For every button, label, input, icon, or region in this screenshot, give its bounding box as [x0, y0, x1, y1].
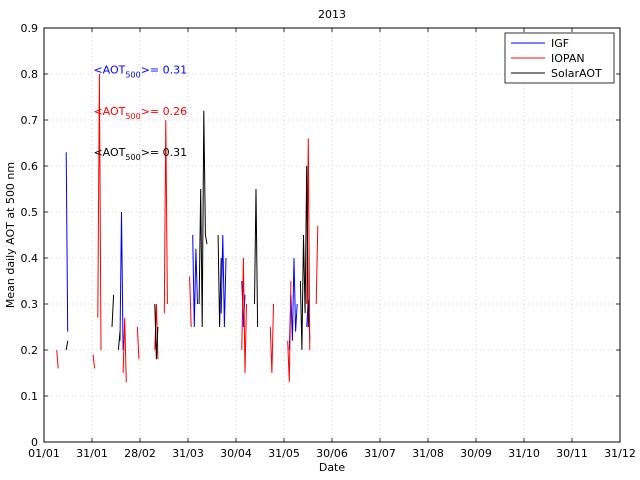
plot-area	[43, 27, 621, 443]
y-tick-label: 0.5	[21, 206, 39, 219]
series-line-segment	[192, 234, 198, 328]
x-tick-label: 31/08	[412, 447, 444, 460]
mean-annotations: <AOT500>= 0.31 <AOT500>= 0.26 <AOT500>= 0.…	[93, 63, 187, 162]
y-tick-label: 0.4	[21, 252, 39, 265]
y-tick-label: 0	[31, 436, 38, 449]
x-tick-label: 30/04	[220, 447, 252, 460]
axis-ticks: 01/01 31/01 28/02 31/03 30/04 31/05 30/06 31/07…	[21, 22, 636, 460]
x-tick-label: 30/09	[460, 447, 492, 460]
x-tick-label: 31/01	[76, 447, 108, 460]
series-line-segment	[220, 234, 227, 328]
chart-title: 2013	[318, 8, 346, 21]
series-line-segment	[117, 331, 121, 351]
y-tick-label: 0.1	[21, 390, 39, 403]
annotation-text: <AOT500>= 0.26	[93, 105, 187, 121]
series-line-segment	[287, 280, 292, 383]
series-line-segment	[65, 340, 69, 351]
series-line-segment	[92, 354, 96, 369]
annotation-text: <AOT500>= 0.31	[93, 146, 187, 162]
legend-label: SolarAOT	[551, 67, 602, 80]
legend-label: IOPAN	[551, 52, 585, 65]
x-tick-label: 30/11	[556, 447, 588, 460]
y-tick-label: 0.6	[21, 160, 39, 173]
grid-lines	[44, 28, 620, 442]
series-line-segment	[56, 349, 59, 369]
series-line-segment	[163, 119, 168, 314]
annotation-text: <AOT500>= 0.31	[93, 63, 187, 79]
x-tick-label: 31/07	[364, 447, 396, 460]
legend: IGF IOPAN SolarAOT	[504, 32, 615, 84]
data-point	[43, 353, 45, 356]
series-solaraot	[65, 110, 309, 360]
x-tick-label: 31/05	[268, 447, 300, 460]
series-line-segment	[254, 188, 259, 328]
x-tick-label: 31/10	[508, 447, 540, 460]
series-line-segment	[217, 234, 222, 328]
x-tick-label: 31/03	[172, 447, 204, 460]
y-tick-label: 0.9	[21, 22, 39, 35]
series-line-segment	[198, 110, 208, 328]
legend-label: IGF	[551, 37, 569, 50]
series-line-segment	[269, 303, 274, 374]
series-line-segment	[119, 211, 124, 351]
series-line-segment	[299, 165, 309, 351]
series-line-segment	[97, 73, 102, 351]
series-line-segment	[154, 303, 159, 360]
x-tick-label: 01/01	[28, 447, 60, 460]
series-line-segment	[315, 225, 319, 305]
y-tick-label: 0.7	[21, 114, 39, 127]
y-tick-label: 0.8	[21, 68, 39, 81]
y-tick-label: 0.2	[21, 344, 39, 357]
series-line-segment	[65, 152, 69, 332]
series-line-segment	[189, 276, 192, 328]
x-tick-label: 28/02	[124, 447, 156, 460]
series-line-segment	[111, 294, 115, 328]
x-tick-label: 30/06	[316, 447, 348, 460]
data-series	[43, 73, 319, 383]
x-tick-label: 31/12	[604, 447, 636, 460]
y-tick-label: 0.3	[21, 298, 39, 311]
series-line-segment	[122, 317, 127, 383]
series-line-segment	[136, 326, 140, 360]
x-axis-label: Date	[319, 461, 346, 474]
series-line-segment	[241, 257, 247, 374]
y-axis-label: Mean daily AOT at 500 nm	[4, 162, 17, 308]
